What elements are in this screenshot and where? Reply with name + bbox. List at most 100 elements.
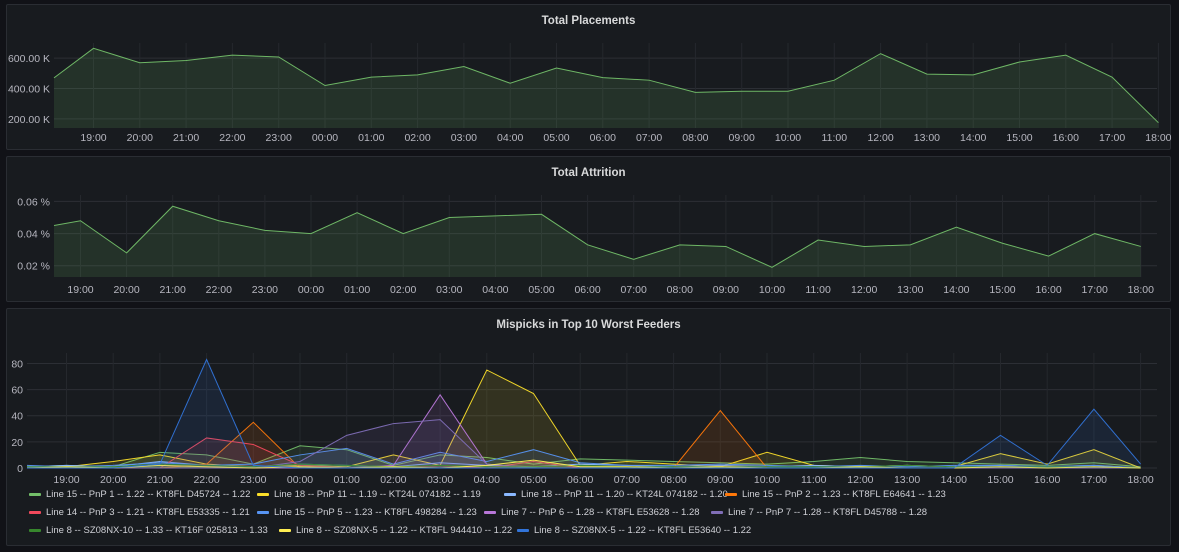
legend-swatch	[279, 529, 291, 532]
legend-item[interactable]: Line 15 -- PnP 5 -- 1.23 -- KT8FL 498284…	[257, 507, 477, 518]
series-area	[27, 460, 1141, 468]
legend-label: Line 8 -- SZ08NX-5 -- 1.22 -- KT8FL E536…	[534, 525, 752, 536]
x-tick-label: 16:00	[1053, 132, 1079, 144]
y-tick-label: 600.00 K	[8, 53, 50, 65]
total-placements-chart: 200.00 K 400.00 K 600.00 K 19:00 20:00 21:00 2…	[8, 43, 1172, 144]
legend-item[interactable]: Line 14 -- PnP 3 -- 1.21 -- KT8FL E53335…	[29, 507, 250, 518]
total-attrition-chart: 0.02 % 0.04 % 0.06 % 19:00 20:00 21:00 22:00 23…	[17, 195, 1157, 296]
x-tick-label: 23:00	[240, 474, 266, 486]
legend-label: Line 15 -- PnP 2 -- 1.23 -- KT8FL E64641…	[742, 489, 946, 500]
y-tick-label: 0.06 %	[17, 196, 50, 208]
y-tick-label: 400.00 K	[8, 84, 50, 96]
x-tick-label: 12:00	[847, 474, 873, 486]
x-tick-label: 20:00	[100, 474, 126, 486]
x-tick-label: 20:00	[113, 284, 139, 296]
x-tick-label: 15:00	[1006, 132, 1032, 144]
x-tick-label: 09:00	[729, 132, 755, 144]
x-tick-label: 16:00	[1035, 284, 1061, 296]
x-tick-label: 06:00	[567, 474, 593, 486]
x-tick-label: 02:00	[380, 474, 406, 486]
x-tick-label: 00:00	[298, 284, 324, 296]
x-tick-label: 07:00	[636, 132, 662, 144]
legend-swatch	[29, 529, 41, 532]
y-tick-label: 40	[11, 411, 23, 423]
legend-item[interactable]: Line 7 -- PnP 6 -- 1.28 -- KT8FL E53628 …	[484, 507, 700, 518]
legend-item[interactable]: Line 18 -- PnP 11 -- 1.19 -- KT24L 07418…	[257, 489, 481, 500]
x-tick-label: 19:00	[53, 474, 79, 486]
y-tick-label: 0	[17, 463, 23, 475]
legend-swatch	[29, 511, 41, 514]
panel-title: Mispicks in Top 10 Worst Feeders	[496, 319, 681, 331]
y-tick-label: 20	[11, 437, 23, 449]
series-area	[27, 445, 1141, 468]
x-tick-label: 15:00	[987, 474, 1013, 486]
x-tick-label: 23:00	[266, 132, 292, 144]
series-area	[27, 437, 1141, 468]
legend-swatch	[29, 493, 41, 496]
x-tick-label: 14:00	[960, 132, 986, 144]
x-tick-label: 02:00	[404, 132, 430, 144]
x-tick-label: 13:00	[914, 132, 940, 144]
legend-label: Line 14 -- PnP 3 -- 1.21 -- KT8FL E53335…	[46, 507, 250, 518]
x-tick-label: 13:00	[894, 474, 920, 486]
x-tick-label: 20:00	[127, 132, 153, 144]
legend-item[interactable]: Line 8 -- SZ08NX-5 -- 1.22 -- KT8FL E536…	[517, 525, 751, 536]
series-area	[27, 359, 1141, 468]
legend-label: Line 15 -- PnP 1 -- 1.22 -- KT8FL D45724…	[46, 489, 251, 500]
legend-item[interactable]: Line 8 -- SZ08NX-5 -- 1.22 -- KT8FL 9444…	[279, 525, 512, 536]
x-tick-label: 00:00	[287, 474, 313, 486]
x-tick-label: 01:00	[334, 474, 360, 486]
x-tick-label: 11:00	[801, 474, 827, 486]
x-tick-label: 22:00	[206, 284, 232, 296]
legend-label: Line 15 -- PnP 5 -- 1.23 -- KT8FL 498284…	[274, 507, 477, 518]
legend-label: Line 18 -- PnP 11 -- 1.19 -- KT24L 07418…	[274, 489, 481, 500]
x-tick-label: 12:00	[851, 284, 877, 296]
legend-swatch	[517, 529, 529, 532]
x-tick-label: 17:00	[1081, 474, 1107, 486]
legend-item[interactable]: Line 15 -- PnP 1 -- 1.22 -- KT8FL D45724…	[29, 489, 250, 500]
x-tick-label: 02:00	[390, 284, 416, 296]
x-tick-label: 01:00	[344, 284, 370, 296]
panel-title: Total Placements	[541, 15, 636, 27]
x-tick-label: 21:00	[147, 474, 173, 486]
legend-label: Line 7 -- PnP 7 -- 1.28 -- KT8FL D45788 …	[728, 507, 928, 518]
x-tick-label: 10:00	[754, 474, 780, 486]
x-tick-label: 10:00	[775, 132, 801, 144]
x-tick-label: 21:00	[160, 284, 186, 296]
legend-label: Line 8 -- SZ08NX-10 -- 1.33 -- KT16F 025…	[46, 525, 268, 536]
legend-item[interactable]: Line 15 -- PnP 2 -- 1.23 -- KT8FL E64641…	[725, 489, 946, 500]
x-tick-label: 23:00	[252, 284, 278, 296]
legend-swatch	[257, 511, 269, 514]
x-tick-label: 09:00	[713, 284, 739, 296]
legend-item[interactable]: Line 18 -- PnP 11 -- 1.20 -- KT24L 07418…	[504, 489, 728, 500]
total-attrition-panel: Total Attrition 0.02 % 0.04 % 0.06 % 19:00 2…	[6, 156, 1171, 302]
x-tick-label: 06:00	[574, 284, 600, 296]
x-tick-label: 04:00	[497, 132, 523, 144]
legend-item[interactable]: Line 8 -- SZ08NX-10 -- 1.33 -- KT16F 025…	[29, 525, 268, 536]
x-tick-label: 05:00	[520, 474, 546, 486]
y-tick-label: 80	[11, 358, 23, 370]
x-tick-label: 19:00	[67, 284, 93, 296]
y-tick-label: 0.02 %	[17, 261, 50, 273]
x-tick-label: 11:00	[822, 132, 848, 144]
x-tick-label: 01:00	[358, 132, 384, 144]
y-tick-label: 200.00 K	[8, 114, 50, 126]
legend-swatch	[711, 511, 723, 514]
legend-label: Line 7 -- PnP 6 -- 1.28 -- KT8FL E53628 …	[501, 507, 700, 518]
x-tick-label: 17:00	[1099, 132, 1125, 144]
x-tick-label: 11:00	[805, 284, 831, 296]
mispicks-chart: 0 20 40 60 80 19:00 20:00 21:00 22:00 23:00 00:00 0…	[11, 353, 1157, 486]
legend-item[interactable]: Line 7 -- PnP 7 -- 1.28 -- KT8FL D45788 …	[711, 507, 927, 518]
x-tick-label: 04:00	[482, 284, 508, 296]
x-tick-label: 21:00	[173, 132, 199, 144]
legend-swatch	[257, 493, 269, 496]
legend-label: Line 18 -- PnP 11 -- 1.20 -- KT24L 07418…	[521, 489, 728, 500]
x-tick-label: 08:00	[660, 474, 686, 486]
series-area	[27, 410, 1141, 468]
x-tick-label: 05:00	[528, 284, 554, 296]
x-tick-label: 16:00	[1034, 474, 1060, 486]
x-tick-label: 04:00	[474, 474, 500, 486]
x-tick-label: 13:00	[897, 284, 923, 296]
x-tick-label: 08:00	[682, 132, 708, 144]
legend-swatch	[725, 493, 737, 496]
